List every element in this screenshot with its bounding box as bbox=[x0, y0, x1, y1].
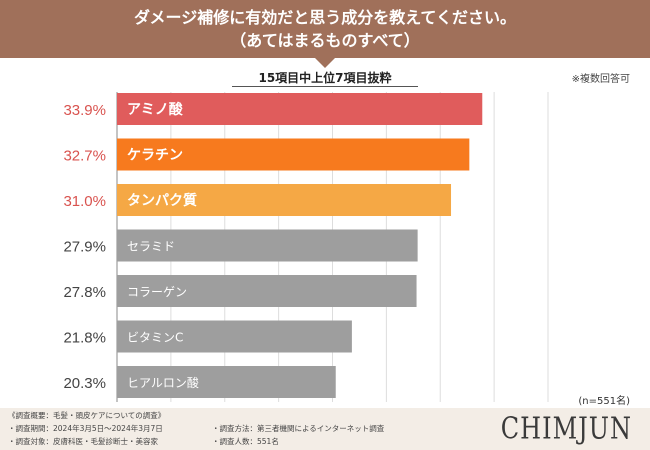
bar-value-label: 31.0% bbox=[63, 193, 106, 210]
survey-period: ・調査期間：2024年3月5日〜2024年3月7日 bbox=[8, 424, 163, 433]
survey-target: ・調査対象：皮膚科医・毛髪診断士・美容家 bbox=[8, 437, 158, 446]
bar-chart: アミノ酸 33.9% ケラチン 32.7% タンパク質 31.0% セラミド 27.9% コラー… bbox=[63, 92, 549, 402]
bar bbox=[117, 138, 470, 171]
bar-value-label: 27.8% bbox=[63, 284, 106, 301]
bar bbox=[117, 275, 417, 307]
bar-category-label: ヒアルロン酸 bbox=[127, 375, 199, 390]
survey-summary: 《調査概要：毛髪・頭皮ケアについての調査》 bbox=[8, 411, 166, 420]
bar bbox=[117, 320, 352, 353]
header-banner: ダメージ補修に有効だと思う成分を教えてください。 （あてはまるものすべて） bbox=[0, 0, 650, 58]
bar-category-label: コラーゲン bbox=[127, 285, 187, 299]
subtitle-underline bbox=[232, 86, 418, 87]
bar bbox=[117, 229, 418, 262]
bar bbox=[117, 93, 483, 125]
bar-category-label: タンパク質 bbox=[127, 192, 197, 209]
multiple-answer-note: ※複数回答可 bbox=[571, 74, 630, 85]
bar bbox=[117, 366, 336, 398]
bar-category-label: アミノ酸 bbox=[127, 101, 184, 118]
survey-method: ・調査方法：第三者機関によるインターネット調査 bbox=[212, 424, 385, 433]
bar-value-label: 27.9% bbox=[63, 239, 106, 256]
brand-logo: CHIMJUN bbox=[500, 411, 632, 446]
header-arrow bbox=[315, 58, 335, 68]
chart-subtitle: 15項目中上位7項目抜粋 bbox=[258, 71, 392, 85]
bar-category-label: ビタミンC bbox=[127, 331, 183, 345]
bar bbox=[117, 184, 452, 216]
bar-category-label: ケラチン bbox=[127, 148, 183, 164]
bar-value-label: 33.9% bbox=[63, 102, 106, 119]
chart-title: ダメージ補修に有効だと思う成分を教えてください。 bbox=[134, 8, 516, 27]
bar-value-label: 32.7% bbox=[63, 148, 106, 165]
bar-category-label: セラミド bbox=[127, 240, 175, 254]
bar-value-label: 21.8% bbox=[63, 330, 106, 347]
chart-title-sub: （あてはまるものすべて） bbox=[230, 31, 420, 50]
survey-count: ・調査人数：551名 bbox=[212, 437, 279, 446]
sample-size-note: (n=551名) bbox=[578, 396, 630, 407]
bar-value-label: 20.3% bbox=[63, 375, 106, 392]
footer: 《調査概要：毛髪・頭皮ケアについての調査》 ・調査期間：2024年3月5日〜20… bbox=[0, 408, 650, 450]
